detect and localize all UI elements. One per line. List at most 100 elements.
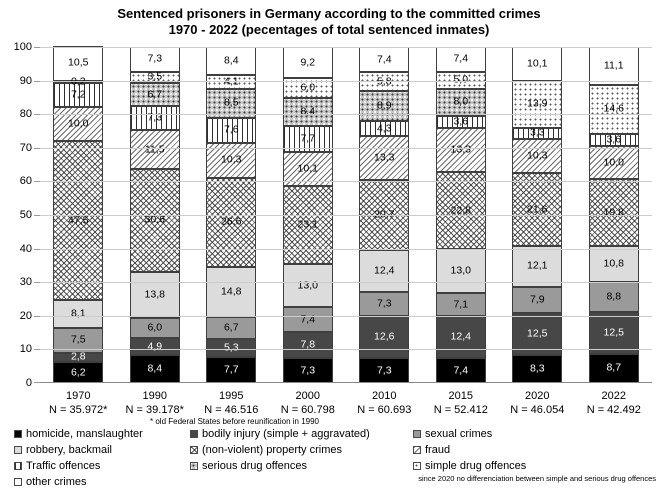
y-tick-label-30: 30 — [19, 276, 32, 289]
segment-value-traffic-offences-2015: 3,6 — [453, 115, 469, 128]
segment-value-sexual-crimes-2000: 7,4 — [300, 313, 316, 326]
segment-homicide-manslaughter-1995: 7,7 — [206, 357, 257, 383]
y-tick-label-10: 10 — [19, 343, 32, 356]
legend-item-homicide-manslaughter: homicide, manslaughter — [14, 428, 190, 440]
segment-value-fraud-2015: 13,3 — [450, 143, 471, 156]
legend-item-fraud: fraud — [413, 444, 658, 456]
x-label-year-2020: 2020 — [525, 390, 550, 402]
segment-robbery-backmail-1990: 13,8 — [129, 271, 180, 319]
x-label-year-1970: 1970 — [66, 390, 91, 402]
bar-2022: 8,7 12,5 8,8 10,8 19,8 10,0 3,6 14,6 11,1 — [588, 47, 639, 383]
segment-robbery-backmail-2010: 12,4 — [359, 249, 410, 292]
segment-fraud-2022: 10,0 — [588, 145, 639, 180]
legend-label-non-violent-property-crimes: (non-violent) property crimes — [202, 444, 342, 456]
y-tick-10 — [34, 349, 40, 351]
homicide-manslaughter-swatch-icon — [14, 430, 22, 438]
segment-fraud-2015: 13,3 — [435, 127, 486, 173]
x-label-2022: 2022 N = 42.492 — [576, 389, 653, 417]
x-axis-line — [40, 382, 652, 383]
segment-fraud-1990: 11,5 — [129, 130, 180, 169]
y-tick-label-90: 90 — [19, 74, 32, 87]
segment-value-bodily-injury-simple-aggravated-2010: 12,6 — [374, 330, 395, 343]
segment-value-serious-drug-offences-2010: 8,9 — [376, 99, 392, 112]
y-tick-label-50: 50 — [19, 209, 32, 221]
segment-value-fraud-1990: 11,5 — [144, 143, 165, 156]
segment-value-homicide-manslaughter-2015: 7,4 — [453, 364, 469, 377]
segment-value-traffic-offences-2010: 4,3 — [376, 122, 392, 135]
segment-value-fraud-2010: 13,3 — [374, 151, 395, 164]
chart-title: Sentenced prisoners in Germany according… — [0, 6, 658, 38]
segment-value-traffic-offences-1970: 7,2 — [70, 88, 86, 101]
segment-non-violent-property-crimes-1970: 47,5 — [53, 140, 104, 301]
legend-label-sexual-crimes: sexual crimes — [425, 428, 493, 440]
segment-fraud-1995: 10,3 — [206, 143, 257, 178]
legend-item-non-violent-property-crimes: (non-violent) property crimes — [190, 444, 413, 456]
segment-bodily-injury-simple-aggravated-1970: 2,8 — [53, 351, 104, 362]
segment-homicide-manslaughter-1970: 6,2 — [53, 362, 104, 383]
y-tick-0 — [34, 382, 40, 383]
bar-slot-2022: 8,7 12,5 8,8 10,8 19,8 10,0 3,6 14,6 11,1 — [576, 47, 653, 383]
legend-item-robbery-backmail: robbery, backmail — [14, 444, 190, 456]
y-tick-20 — [34, 315, 40, 317]
segment-value-sexual-crimes-2020: 7,9 — [529, 293, 545, 306]
x-label-n-2022: N = 42.492 — [586, 404, 641, 416]
segment-value-bodily-injury-simple-aggravated-2022: 12,5 — [603, 326, 624, 339]
segment-other-crimes-2020: 10,1 — [512, 47, 563, 82]
traffic-offences-swatch-icon — [14, 462, 22, 470]
bar-slot-1995: 7,7 5,3 6,7 14,8 26,6 10,3 7,6 8,5 4,1 8,4 — [193, 47, 270, 383]
segment-other-crimes-2022: 11,1 — [588, 47, 639, 85]
segment-other-crimes-1970: 10,5 — [53, 45, 104, 81]
segment-non-violent-property-crimes-2020: 21,6 — [512, 173, 563, 246]
bar-1990: 8,4 4,9 6,0 13,8 30,6 11,5 7,3 6,7 3,5 7,3 — [129, 47, 180, 383]
simple-drug-offences-swatch-icon — [413, 462, 421, 470]
segment-value-non-violent-property-crimes-2022: 19,8 — [603, 206, 624, 219]
segment-fraud-2020: 10,3 — [512, 138, 563, 174]
y-tick-label-20: 20 — [19, 309, 32, 322]
segment-value-serious-drug-offences-1995: 8,5 — [223, 96, 239, 109]
gridline-50 — [40, 215, 652, 216]
x-label-year-2015: 2015 — [448, 390, 473, 402]
segment-simple-drug-offences-1995: 4,1 — [206, 75, 257, 90]
segment-bodily-injury-simple-aggravated-2020: 12,5 — [512, 313, 563, 356]
legend-item-traffic-offences: Traffic offences — [14, 460, 190, 472]
segment-value-homicide-manslaughter-2022: 8,7 — [606, 361, 622, 374]
x-label-2020: 2020 N = 46.054 — [499, 389, 576, 417]
gridline-100 — [40, 47, 652, 48]
y-tick-label-60: 60 — [19, 175, 32, 188]
legend-label-bodily-injury-simple-aggravated: bodily injury (simple + aggravated) — [202, 428, 370, 440]
segment-value-robbery-backmail-1995: 14,8 — [221, 285, 242, 298]
segment-value-sexual-crimes-1990: 6,0 — [147, 321, 163, 334]
segment-value-serious-drug-offences-1990: 6,7 — [147, 88, 163, 101]
legend-label-other-crimes: other crimes — [26, 476, 87, 488]
other-crimes-swatch-icon — [14, 478, 22, 486]
legend: homicide, manslaughter bodily injury (sim… — [0, 428, 658, 488]
segment-serious-drug-offences-1995: 8,5 — [206, 89, 257, 118]
segment-value-traffic-offences-1990: 7,3 — [147, 111, 163, 124]
segment-value-simple-drug-offences-2020: 13,9 — [527, 97, 548, 110]
segment-value-other-crimes-2000: 9,2 — [300, 56, 316, 69]
y-tick-50 — [34, 215, 40, 216]
segment-traffic-offences-2015: 3,6 — [435, 115, 486, 128]
segment-bodily-injury-simple-aggravated-2015: 12,4 — [435, 316, 486, 359]
segment-value-simple-drug-offences-1995: 4,1 — [223, 75, 239, 88]
segment-simple-drug-offences-2022: 14,6 — [588, 84, 639, 134]
segment-value-simple-drug-offences-1990: 3,5 — [147, 70, 163, 83]
y-tick-label-40: 40 — [19, 242, 32, 255]
segment-homicide-manslaughter-2015: 7,4 — [435, 358, 486, 383]
serious-drug-offences-swatch-icon — [190, 462, 198, 470]
segment-value-bodily-injury-simple-aggravated-1990: 4,9 — [147, 340, 163, 353]
segment-value-simple-drug-offences-1970: 0,2 — [52, 76, 104, 88]
y-tick-60 — [34, 181, 40, 183]
gridline-60 — [40, 181, 652, 183]
segment-value-serious-drug-offences-2000: 8,4 — [300, 105, 316, 118]
segment-homicide-manslaughter-2022: 8,7 — [588, 353, 639, 383]
segment-non-violent-property-crimes-2022: 19,8 — [588, 179, 639, 246]
segment-value-robbery-backmail-2000: 13,0 — [297, 279, 318, 292]
bar-slot-1990: 8,4 4,9 6,0 13,8 30,6 11,5 7,3 6,7 3,5 7,3 — [117, 47, 194, 383]
segment-traffic-offences-2010: 4,3 — [359, 121, 410, 136]
legend-label-homicide-manslaughter: homicide, manslaughter — [26, 428, 143, 440]
segment-bodily-injury-simple-aggravated-2000: 7,8 — [282, 332, 333, 359]
segment-sexual-crimes-2010: 7,3 — [359, 291, 410, 317]
segment-value-homicide-manslaughter-2010: 7,3 — [376, 364, 392, 377]
